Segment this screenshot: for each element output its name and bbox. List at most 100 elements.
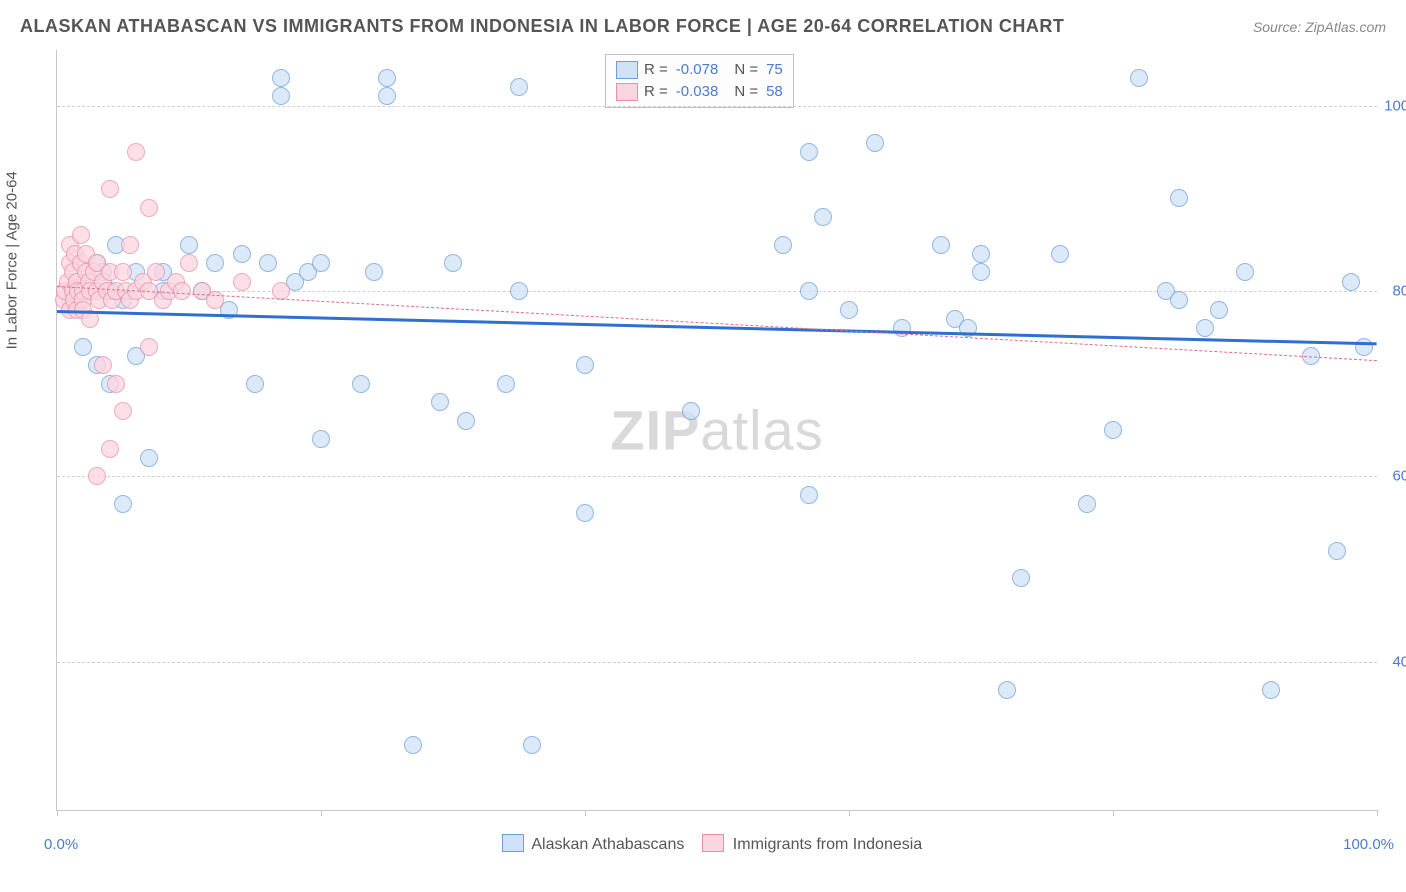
data-point <box>378 87 396 105</box>
data-point <box>866 134 884 152</box>
data-point <box>74 338 92 356</box>
gridline <box>57 476 1377 477</box>
data-point <box>378 69 396 87</box>
data-point <box>180 236 198 254</box>
chart-title: ALASKAN ATHABASCAN VS IMMIGRANTS FROM IN… <box>20 16 1064 37</box>
legend-swatch <box>502 834 524 852</box>
data-point <box>1170 189 1188 207</box>
data-point <box>457 412 475 430</box>
plot-area: ZIPatlas R =-0.078N =75R =-0.038N =58 40… <box>56 50 1377 811</box>
y-tick-label: 40.0% <box>1383 653 1406 670</box>
y-axis-title: In Labor Force | Age 20-64 <box>4 171 21 349</box>
data-point <box>444 254 462 272</box>
r-label: R = <box>644 59 668 81</box>
gridline <box>57 662 1377 663</box>
data-point <box>147 263 165 281</box>
data-point <box>365 263 383 281</box>
data-point <box>523 736 541 754</box>
data-point <box>259 254 277 272</box>
chart-source: Source: ZipAtlas.com <box>1253 19 1386 35</box>
data-point <box>127 143 145 161</box>
data-point <box>682 402 700 420</box>
data-point <box>404 736 422 754</box>
legend-swatch <box>702 834 724 852</box>
r-value: -0.038 <box>676 81 719 103</box>
data-point <box>1130 69 1148 87</box>
data-point <box>576 504 594 522</box>
legend-series-label: Alaskan Athabascans <box>528 836 685 853</box>
data-point <box>72 226 90 244</box>
y-tick-label: 100.0% <box>1383 97 1406 114</box>
data-point <box>1355 338 1373 356</box>
data-point <box>998 681 1016 699</box>
data-point <box>272 87 290 105</box>
n-value: 58 <box>766 81 783 103</box>
data-point <box>312 430 330 448</box>
data-point <box>840 301 858 319</box>
x-tick <box>1113 810 1114 816</box>
data-point <box>114 402 132 420</box>
legend-swatch <box>616 61 638 79</box>
data-point <box>1236 263 1254 281</box>
y-tick-label: 60.0% <box>1383 468 1406 485</box>
data-point <box>272 69 290 87</box>
data-point <box>1078 495 1096 513</box>
x-tick <box>1377 810 1378 816</box>
legend-swatch <box>616 83 638 101</box>
data-point <box>88 467 106 485</box>
data-point <box>1210 301 1228 319</box>
x-tick <box>57 810 58 816</box>
data-point <box>101 180 119 198</box>
data-point <box>352 375 370 393</box>
x-tick <box>849 810 850 816</box>
data-point <box>497 375 515 393</box>
data-point <box>932 236 950 254</box>
legend-row: R = -0.038 N = 58 <box>616 81 783 103</box>
x-tick <box>585 810 586 816</box>
data-point <box>101 440 119 458</box>
gridline <box>57 106 1377 107</box>
r-label: R = <box>644 81 668 103</box>
data-point <box>814 208 832 226</box>
data-point <box>972 263 990 281</box>
data-point <box>114 263 132 281</box>
data-point <box>233 273 251 291</box>
data-point <box>972 245 990 263</box>
data-point <box>180 254 198 272</box>
data-point <box>1196 319 1214 337</box>
data-point <box>140 199 158 217</box>
data-point <box>1342 273 1360 291</box>
legend-row: R = -0.078 N = 75 <box>616 59 783 81</box>
data-point <box>800 486 818 504</box>
series-legend: Alaskan Athabascans Immigrants from Indo… <box>0 834 1406 854</box>
data-point <box>94 356 112 374</box>
correlation-legend: R = -0.078 N = 75 R = -0.038 N = 58 <box>605 54 794 108</box>
data-point <box>1104 421 1122 439</box>
data-point <box>1170 291 1188 309</box>
data-point <box>206 254 224 272</box>
data-point <box>1051 245 1069 263</box>
n-label: N = <box>734 59 758 81</box>
data-point <box>1262 681 1280 699</box>
chart-header: ALASKAN ATHABASCAN VS IMMIGRANTS FROM IN… <box>20 16 1386 37</box>
data-point <box>107 375 125 393</box>
data-point <box>246 375 264 393</box>
n-value: 75 <box>766 59 783 81</box>
data-point <box>173 282 191 300</box>
y-tick-label: 80.0% <box>1383 282 1406 299</box>
watermark: ZIPatlas <box>610 398 823 463</box>
data-point <box>1328 542 1346 560</box>
data-point <box>233 245 251 263</box>
data-point <box>576 356 594 374</box>
data-point <box>431 393 449 411</box>
data-point <box>312 254 330 272</box>
data-point <box>800 282 818 300</box>
x-tick <box>321 810 322 816</box>
data-point <box>121 236 139 254</box>
data-point <box>774 236 792 254</box>
data-point <box>800 143 818 161</box>
n-label: N = <box>734 81 758 103</box>
trend-line <box>57 310 1377 345</box>
r-value: -0.078 <box>676 59 719 81</box>
data-point <box>510 282 528 300</box>
